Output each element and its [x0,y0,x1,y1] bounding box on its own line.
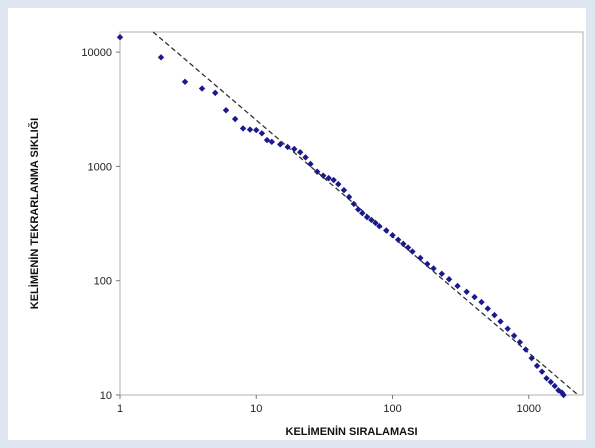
data-point [340,186,348,194]
data-point [263,136,271,144]
data-point [445,276,453,283]
data-point [409,248,416,255]
zipf-scatter-chart: 10 100 1000 10000 1 10 100 1000 KELİMENİN SIRA… [28,31,584,438]
data-point [372,219,379,227]
data-point [325,174,332,182]
x-tick-label: 1000 [517,403,541,415]
data-point [417,254,424,262]
data-point [307,160,314,168]
x-tick-label: 100 [383,403,401,415]
data-point [383,227,390,234]
plot-area-frame [119,31,584,396]
data-point [389,232,396,239]
data-point [368,216,375,224]
y-tick-label: 10 [100,390,112,402]
data-point [222,107,230,114]
data-point [484,305,491,312]
data-point [504,325,511,332]
data-point [313,168,321,175]
chart-card: 10 100 1000 10000 1 10 100 1000 KELİMENİN SIRA… [8,8,586,440]
data-point [430,265,437,272]
data-point [355,206,362,213]
data-point [547,378,554,386]
data-point [258,130,266,137]
data-point [198,85,206,92]
data-point [268,138,275,146]
data-point [181,78,189,86]
y-tick-label: 100 [94,276,112,288]
data-point [376,222,383,230]
x-tick-label: 10 [250,403,262,415]
data-point [350,200,358,208]
data-point [363,213,371,221]
data-point [538,368,546,375]
data-point [478,298,485,306]
data-point [491,311,498,319]
y-axis-title: KELİMENİN TEKRARLANMA SIKLIĞI [28,118,41,309]
data-point [296,149,304,156]
data-point [291,145,298,153]
data-point [359,209,366,217]
data-point [533,362,541,370]
data-point [253,126,260,134]
data-point [560,391,567,399]
data-point [543,375,550,382]
x-axis-ticks: 1 10 100 1000 [117,395,541,415]
data-point [551,382,558,390]
zipf-trend-line [152,31,579,396]
data-point [231,115,239,123]
data-point [212,89,219,97]
data-point [246,126,254,133]
y-tick-label: 10000 [81,47,112,59]
data-point [400,240,407,248]
data-point [320,172,327,179]
data-point [157,54,165,61]
data-point [471,293,478,301]
data-point [284,143,291,151]
data-point [497,318,504,325]
data-point [277,141,284,148]
data-point [404,244,412,251]
data-point [394,236,402,243]
data-point [424,260,431,268]
data-point [345,193,353,201]
data-point [558,389,566,396]
data-point [239,125,247,132]
data-point [522,346,529,353]
x-tick-label: 1 [117,403,123,415]
data-point [116,34,124,41]
y-tick-label: 1000 [88,161,112,173]
data-point [510,332,518,339]
data-point [438,270,446,277]
x-axis-title: KELİMENİN SIRALAMASI [286,425,418,438]
y-axis-ticks: 10 100 1000 10000 [81,47,120,402]
data-point [330,176,337,184]
data-points [116,34,567,399]
data-point [302,154,309,161]
data-point [335,180,342,188]
data-point [516,338,524,346]
data-point [463,288,470,295]
data-point [454,282,461,290]
data-point [528,354,535,362]
